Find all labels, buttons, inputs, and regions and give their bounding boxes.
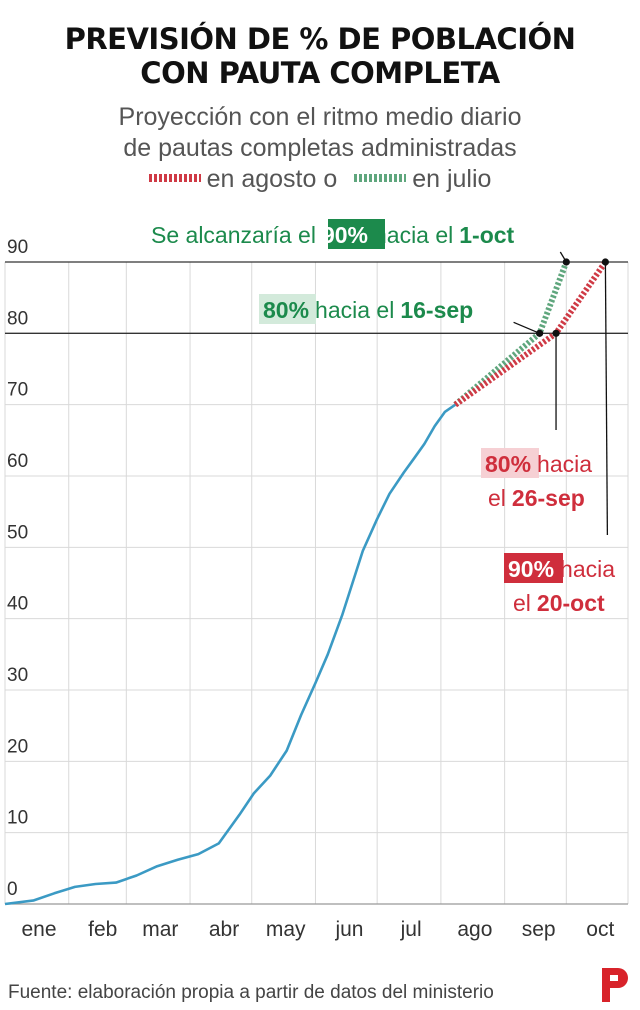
source-note: Fuente: elaboración propia a partir de d… <box>8 982 494 1003</box>
x-tick-label-sep: sep <box>522 918 556 941</box>
x-axis: ene feb mar abr may jun jul ago sep oct <box>5 903 628 941</box>
red80-mid: hacia <box>537 451 592 477</box>
milestone-point-july-80 <box>535 329 544 337</box>
green90-mid: hacia el <box>374 222 453 248</box>
leader-august-90 <box>604 261 609 536</box>
subtitle-line-2: de pautas completas administradas <box>123 134 517 162</box>
y-tick-label-30: 30 <box>7 665 28 686</box>
red80-line-2: el 26-sep <box>488 485 585 511</box>
y-tick-label-20: 20 <box>7 736 28 757</box>
green90-pre: Se alcanzaría el <box>151 222 316 248</box>
leader-july-80 <box>513 321 540 334</box>
annotation-green-80: 80% hacia el 16-sep <box>259 294 473 324</box>
green80-highlight <box>259 294 316 324</box>
red90-pre: el <box>513 590 531 616</box>
y-axis: 0 10 20 30 40 50 60 70 80 90 <box>7 237 28 900</box>
green80-value: 80% <box>263 297 309 323</box>
red90-value: 90% <box>508 556 554 582</box>
x-tick-label-oct: oct <box>586 918 614 941</box>
y-tick-label-80: 80 <box>7 308 28 329</box>
red90-line-2: el 20-oct <box>513 590 605 616</box>
grid <box>4 261 629 904</box>
red80-value: 80% <box>485 451 531 477</box>
green80-text: 80% hacia el 16-sep <box>263 297 473 323</box>
green90-text: Se alcanzaría el 90% hacia el 1-oct <box>151 222 515 248</box>
red90-line-1: 90% hacia <box>508 556 615 582</box>
chart-subtitle: Proyección con el ritmo medio diario de … <box>0 102 640 164</box>
y-tick-label-10: 10 <box>7 808 28 829</box>
annotation-red-80: 80% hacia el 26-sep <box>481 448 592 511</box>
y-tick-label-0: 0 <box>7 879 18 900</box>
green80-date: 16-sep <box>400 297 473 323</box>
milestone-point-july-90 <box>562 258 570 266</box>
x-tick-label-abr: abr <box>209 918 239 941</box>
y-tick-label-40: 40 <box>7 594 28 615</box>
legend-july-label: en julio <box>412 165 492 193</box>
x-tick-label-jun: jun <box>334 918 363 941</box>
chart: 0 10 20 30 40 50 60 70 80 90 ene feb mar abr may jun ju… <box>4 219 629 941</box>
green80-mid: hacia el <box>315 297 394 323</box>
subtitle-line-1: Proyección con el ritmo medio diario <box>118 103 522 131</box>
annotation-leaders <box>513 251 609 536</box>
legend: en agosto o en julio <box>0 165 640 194</box>
y-tick-label-90: 90 <box>7 237 28 258</box>
brand-logo-icon <box>602 968 628 1002</box>
y-tick-label-60: 60 <box>7 451 28 472</box>
red90-date: 20-oct <box>537 590 605 616</box>
series-line-actual <box>4 403 457 906</box>
red80-highlight <box>481 448 539 478</box>
annotation-red-90: 90% hacia el 20-oct <box>504 553 615 616</box>
leader-july-90 <box>559 251 567 263</box>
x-tick-label-ene: ene <box>21 918 56 941</box>
legend-july-swatch <box>354 174 407 183</box>
title-line-1: PREVISIÓN DE % DE POBLACIÓN <box>64 22 576 56</box>
green90-date: 1-oct <box>459 222 514 248</box>
green90-value: 90% <box>322 222 368 248</box>
title-line-2: CON PAUTA COMPLETA <box>140 56 500 90</box>
red90-mid: hacia <box>560 556 615 582</box>
green90-highlight <box>328 219 385 249</box>
red80-pre: el <box>488 485 506 511</box>
x-tick-label-mar: mar <box>142 918 178 941</box>
x-tick-label-ago: ago <box>457 918 492 941</box>
annotation-green-90: Se alcanzaría el 90% hacia el 1-oct <box>151 219 515 249</box>
red80-date: 26-sep <box>512 485 585 511</box>
red80-line-1: 80% hacia <box>485 451 592 477</box>
x-tick-label-feb: feb <box>88 918 117 941</box>
x-tick-label-jul: jul <box>400 918 422 941</box>
red90-highlight <box>504 553 563 583</box>
legend-august-label: en agosto o <box>206 165 338 193</box>
legend-august-swatch <box>148 174 201 183</box>
y-tick-label-70: 70 <box>7 380 28 401</box>
chart-title: PREVISIÓN DE % DE POBLACIÓN CON PAUTA CO… <box>0 22 640 90</box>
y-tick-label-50: 50 <box>7 522 28 543</box>
x-tick-label-may: may <box>266 918 306 941</box>
